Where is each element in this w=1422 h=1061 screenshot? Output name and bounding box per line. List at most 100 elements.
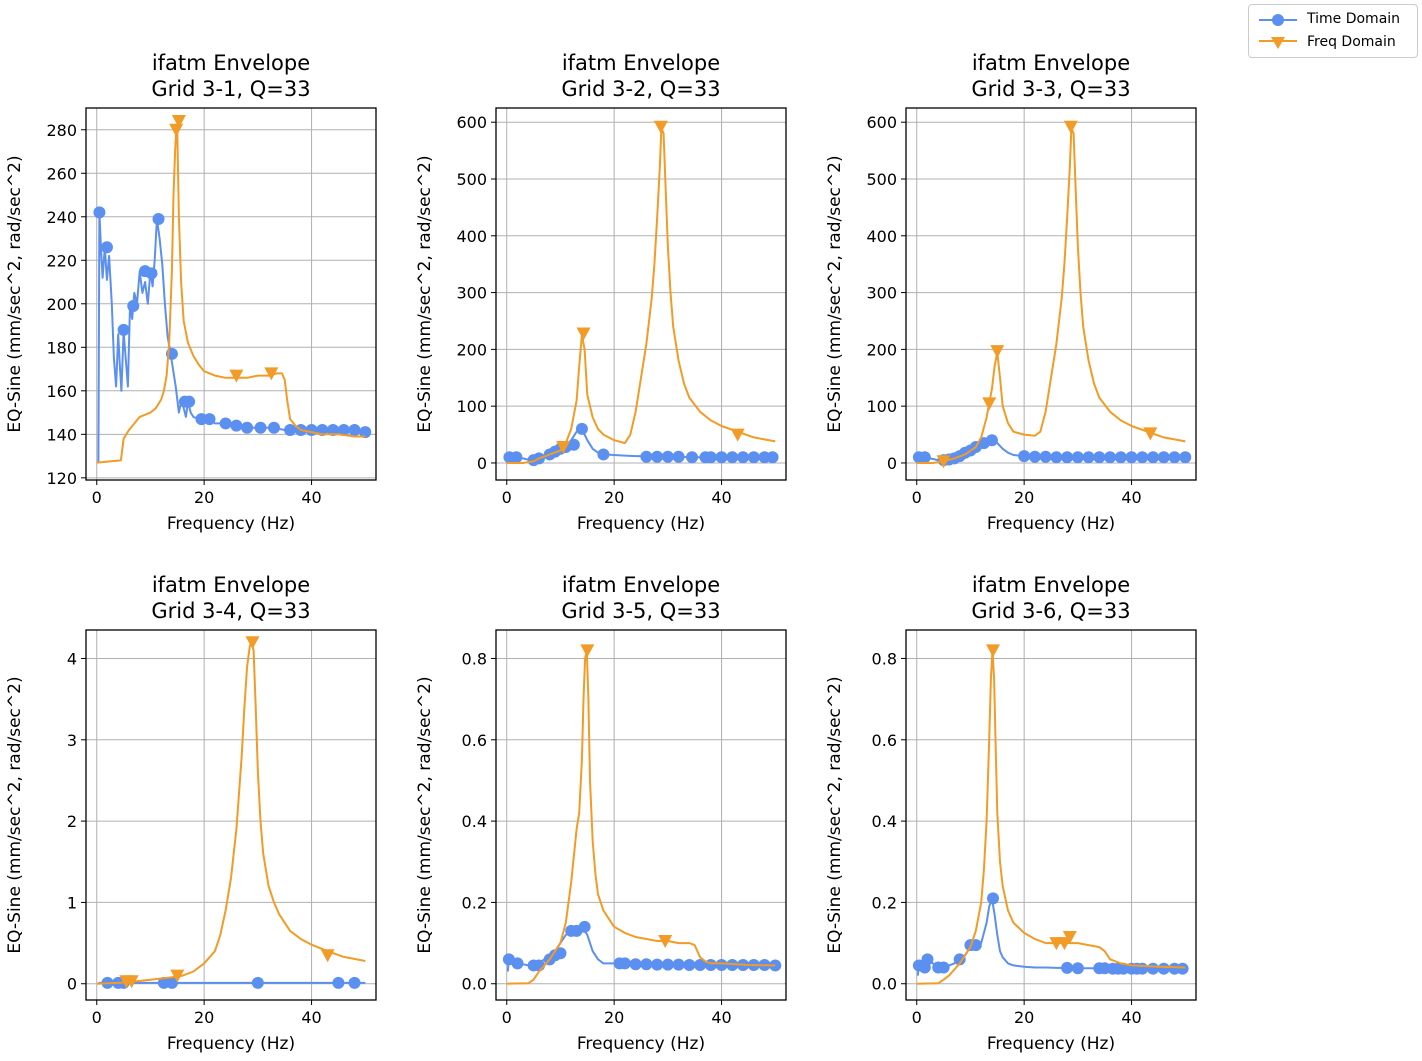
data-point	[241, 421, 254, 434]
y-tick-label: 0.8	[872, 649, 897, 668]
data-point	[766, 451, 779, 464]
data-point	[1061, 451, 1074, 464]
data-point	[337, 423, 350, 436]
data-point	[183, 395, 196, 408]
data-point	[921, 953, 934, 966]
data-point	[597, 448, 610, 461]
data-point	[251, 976, 264, 989]
data-point	[1179, 451, 1192, 464]
data-point	[1071, 962, 1084, 975]
y-axis-label: EQ-Sine (mm/sec^2, rad/sec^2)	[415, 676, 435, 953]
data-point	[953, 953, 966, 966]
chart-title: ifatm Envelope	[562, 51, 720, 75]
data-point	[982, 397, 997, 411]
series-line	[506, 126, 776, 464]
x-tick-label: 0	[502, 1008, 512, 1027]
data-point	[658, 935, 673, 949]
data-point	[1062, 930, 1077, 944]
data-point	[117, 323, 130, 336]
data-point	[730, 428, 745, 442]
y-axis-label: EQ-Sine (mm/sec^2, rad/sec^2)	[825, 155, 845, 432]
data-point	[152, 212, 165, 225]
chart-subtitle: Grid 3-5, Q=33	[561, 599, 720, 623]
data-point	[1093, 451, 1106, 464]
data-point	[715, 959, 728, 972]
x-axis-label: Frequency (Hz)	[577, 1034, 705, 1054]
axes-frame	[495, 629, 787, 1001]
x-tick-label: 20	[604, 488, 624, 507]
data-point	[169, 123, 184, 137]
series-line	[916, 126, 1186, 464]
y-tick-label: 0.6	[872, 731, 897, 750]
data-point	[254, 421, 267, 434]
axes-frame	[495, 107, 787, 481]
data-point	[1157, 962, 1170, 975]
chart-title: ifatm Envelope	[972, 51, 1130, 75]
subplot-6: 0 20 40 0.0 0.2 0.4 0.6 0.8 Frequency (Hz) EQ-Sin…	[825, 573, 1197, 1054]
data-point	[629, 958, 642, 971]
x-axis-label: Frequency (Hz)	[577, 514, 705, 534]
data-point	[672, 450, 685, 463]
x-tick-label: 0	[92, 1008, 102, 1027]
y-axis-label: EQ-Sine (mm/sec^2, rad/sec^2)	[5, 676, 25, 953]
chart-subtitle: Grid 3-2, Q=33	[561, 77, 720, 101]
data-point	[651, 450, 664, 463]
x-tick-label: 40	[301, 1008, 321, 1027]
data-point	[229, 369, 244, 383]
data-point	[124, 975, 139, 989]
x-tick-label: 0	[502, 488, 512, 507]
legend-label-time-domain: Time Domain	[1307, 11, 1401, 27]
chart-title: ifatm Envelope	[152, 573, 310, 597]
x-tick-label: 20	[194, 488, 214, 507]
legend-label-freq-domain: Freq Domain	[1307, 34, 1396, 50]
y-tick-label: 500	[456, 170, 487, 189]
y-axis-label: EQ-Sine (mm/sec^2, rad/sec^2)	[415, 155, 435, 432]
data-point	[348, 423, 361, 436]
legend-swatch-freq-domain	[1259, 37, 1297, 49]
x-axis-label: Frequency (Hz)	[987, 1034, 1115, 1054]
y-tick-label: 0.2	[872, 893, 897, 912]
data-point	[1125, 451, 1138, 464]
y-tick-label: 0.4	[462, 812, 487, 831]
data-point	[1136, 962, 1149, 975]
y-tick-label: 0.0	[872, 975, 897, 994]
y-tick-label: 500	[866, 170, 897, 189]
data-point	[554, 947, 567, 960]
y-tick-label: 300	[456, 284, 487, 303]
y-tick-label: 160	[46, 382, 77, 401]
x-tick-label: 20	[604, 1008, 624, 1027]
legend: Time Domain Freq Domain	[1248, 4, 1418, 58]
data-point	[1147, 962, 1160, 975]
data-point	[1063, 120, 1078, 134]
legend-item-time-domain: Time Domain	[1257, 10, 1413, 30]
data-point	[985, 434, 998, 447]
data-point	[1136, 451, 1149, 464]
chart-title: ifatm Envelope	[152, 51, 310, 75]
y-tick-label: 600	[866, 113, 897, 132]
y-tick-label: 0.2	[462, 893, 487, 912]
data-point	[1050, 451, 1063, 464]
y-tick-label: 0.4	[872, 812, 897, 831]
y-tick-label: 200	[46, 295, 77, 314]
data-point	[640, 450, 653, 463]
x-tick-label: 40	[711, 1008, 731, 1027]
data-point	[320, 949, 335, 963]
data-point	[747, 451, 760, 464]
data-point	[567, 438, 580, 451]
data-point	[715, 451, 728, 464]
x-tick-label: 40	[1121, 488, 1141, 507]
y-tick-label: 400	[866, 227, 897, 246]
data-point	[1018, 450, 1031, 463]
x-tick-label: 0	[92, 488, 102, 507]
data-point	[1176, 962, 1189, 975]
data-point	[332, 976, 345, 989]
x-tick-label: 0	[912, 1008, 922, 1027]
x-tick-label: 40	[301, 488, 321, 507]
y-tick-label: 100	[456, 397, 487, 416]
y-tick-label: 240	[46, 208, 77, 227]
subplot-4: 0 20 40 0 1 2 3 4 Frequency (Hz) EQ-Sine (mm/sec^…	[5, 573, 377, 1054]
series-freq-domain	[916, 120, 1186, 469]
data-point	[704, 451, 717, 464]
